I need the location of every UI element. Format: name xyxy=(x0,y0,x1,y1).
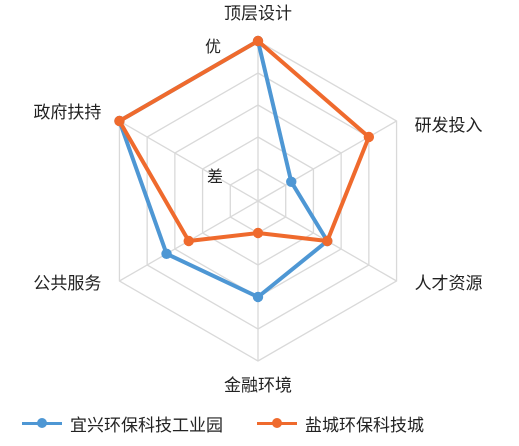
level-label-top: 优 xyxy=(205,37,221,56)
series-2-point-5 xyxy=(183,235,194,247)
grid-spoke-2 xyxy=(257,120,397,202)
grid-spoke-6 xyxy=(119,120,259,202)
series-line-2 xyxy=(117,39,371,243)
series-2-point-6 xyxy=(114,115,125,127)
legend: 宜兴环保科技工业园 盐城环保科技城 xyxy=(22,410,502,436)
series-2-point-1 xyxy=(252,35,264,47)
legend-label-series-2: 盐城环保科技城 xyxy=(305,415,424,436)
level-label-bottom: 差 xyxy=(207,167,223,186)
radar-series xyxy=(114,35,375,303)
series-2-point-3 xyxy=(322,235,333,247)
axis-label-2: 研发投入 xyxy=(415,116,483,136)
axis-label-5: 公共服务 xyxy=(33,274,101,294)
series-1-point-4 xyxy=(252,291,264,303)
legend-item-series-2: 盐城环保科技城 xyxy=(257,411,424,436)
radar-grid xyxy=(118,40,398,362)
series-2-point-2 xyxy=(363,131,375,143)
series-1-point-5 xyxy=(161,248,172,259)
legend-label-series-1: 宜兴环保科技工业园 xyxy=(70,415,223,436)
series-2-point-4 xyxy=(252,227,264,239)
legend-swatch-series-2 xyxy=(257,417,297,429)
axis-label-1: 顶层设计 xyxy=(224,4,292,24)
series-1-point-2 xyxy=(286,176,297,187)
series-line-1 xyxy=(117,39,330,299)
axis-label-6: 政府扶持 xyxy=(33,103,101,123)
axis-label-4: 金融环境 xyxy=(224,376,292,396)
axis-label-3: 人才资源 xyxy=(415,274,483,294)
legend-item-series-1: 宜兴环保科技工业园 xyxy=(22,411,223,436)
legend-swatch-series-1 xyxy=(22,417,62,429)
